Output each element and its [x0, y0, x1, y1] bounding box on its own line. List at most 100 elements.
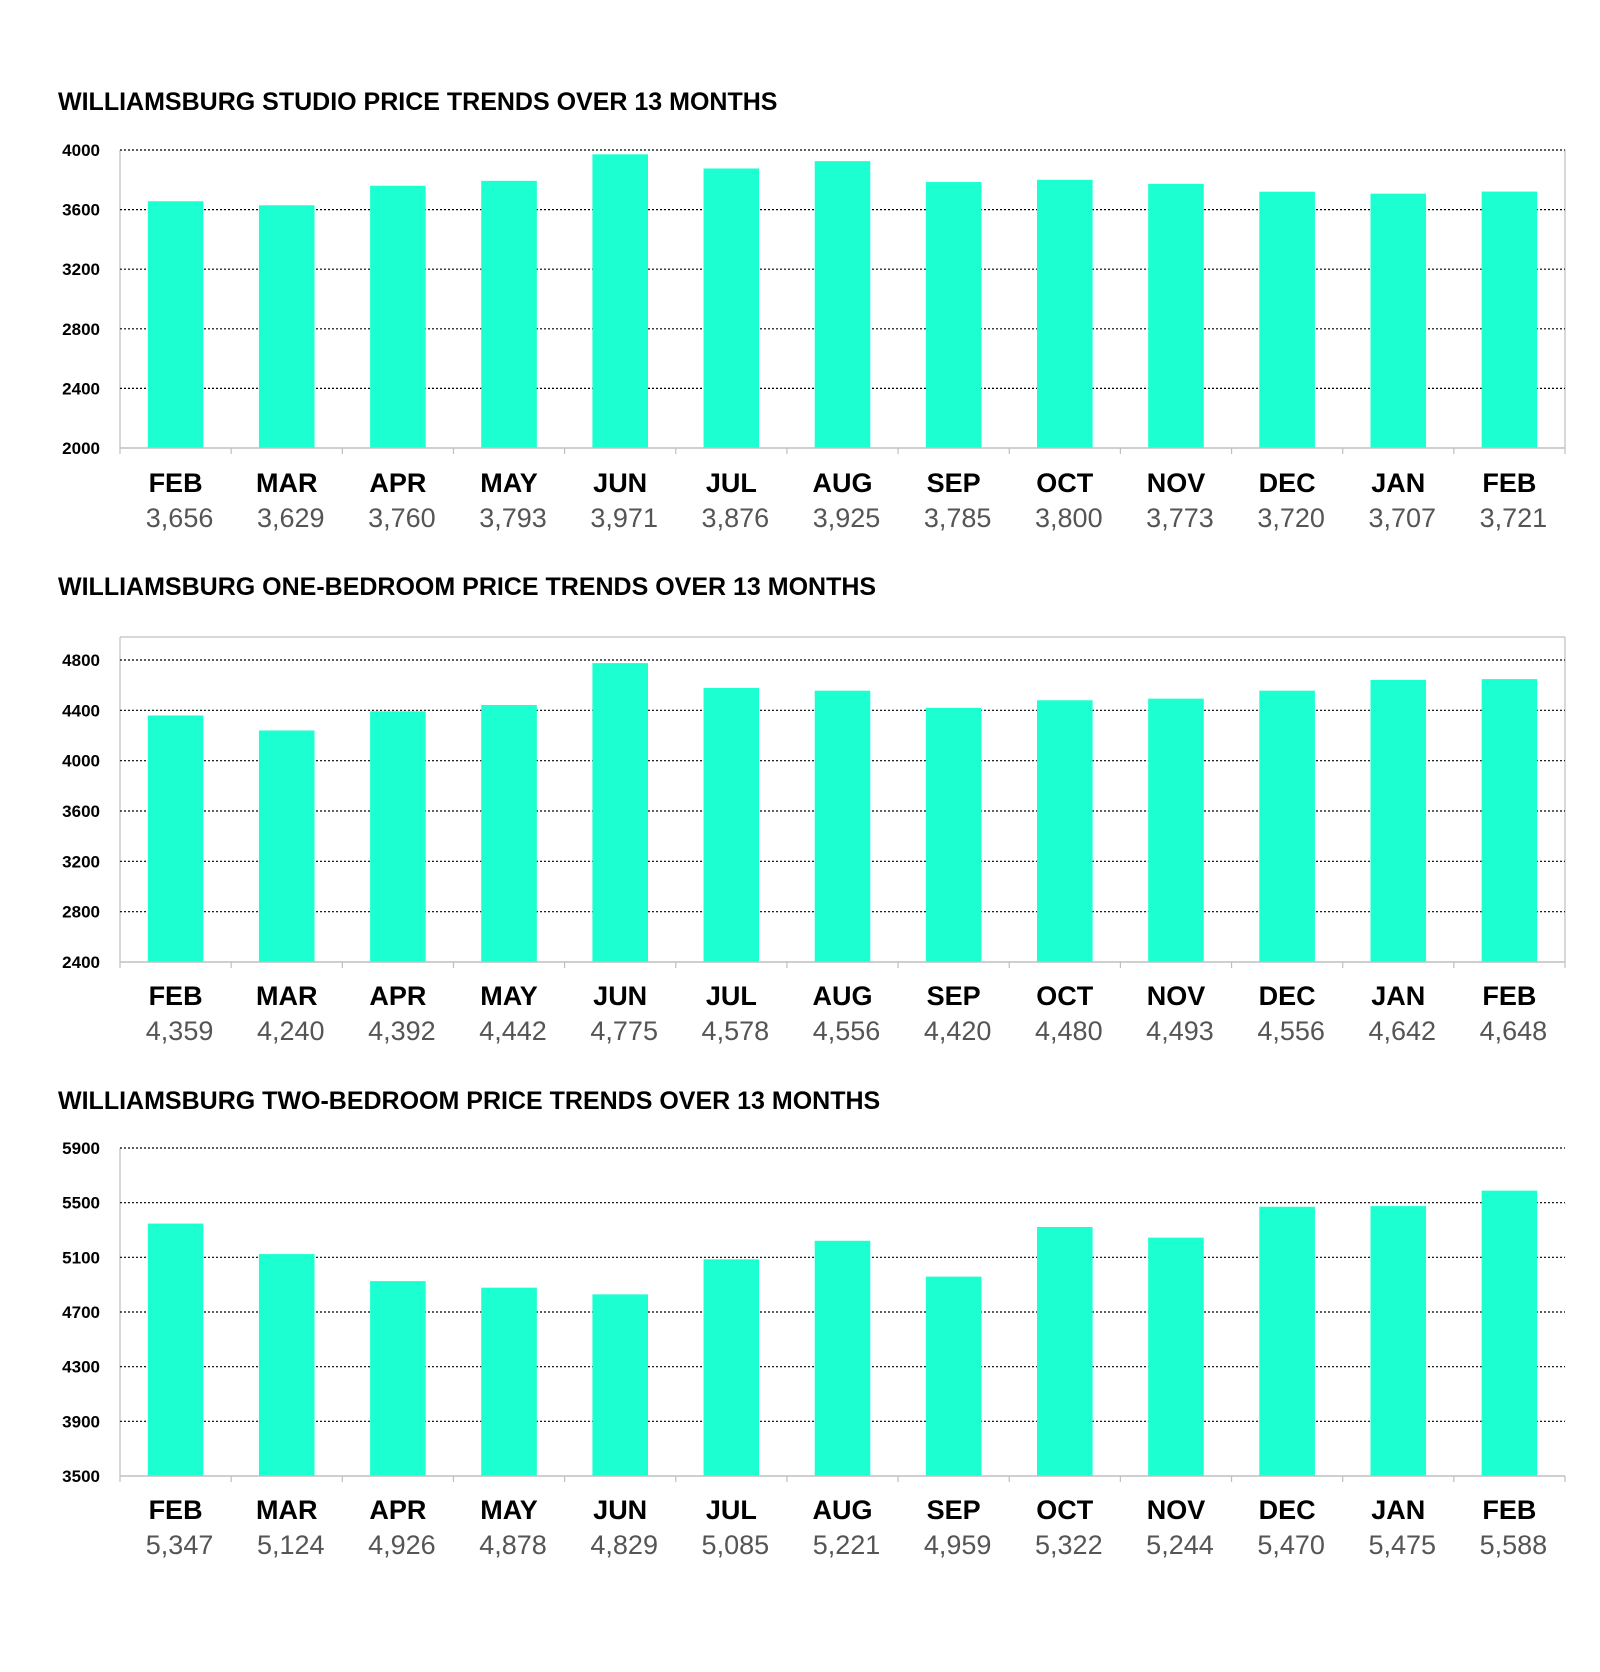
y-tick-label: 3600: [62, 802, 100, 821]
bar: [1370, 193, 1427, 448]
value-label: 5,244: [1146, 1530, 1214, 1560]
category-label: JUL: [706, 468, 757, 498]
bar: [147, 715, 204, 962]
value-label: 4,926: [368, 1530, 436, 1560]
value-label: 3,785: [924, 503, 992, 533]
value-label: 3,720: [1257, 503, 1325, 533]
bar: [925, 1276, 982, 1476]
bar: [370, 185, 426, 448]
category-label: JAN: [1371, 1495, 1425, 1525]
value-label: 4,392: [368, 1016, 436, 1046]
category-label: APR: [369, 468, 426, 498]
bar: [925, 182, 982, 448]
bar: [814, 161, 871, 449]
category-label: AUG: [813, 468, 873, 498]
y-tick-label: 2800: [62, 903, 100, 922]
category-label: FEB: [1482, 1495, 1536, 1525]
bar: [1481, 1190, 1538, 1476]
value-label: 3,925: [813, 503, 881, 533]
bar: [147, 1223, 204, 1476]
chart-title: WILLIAMSBURG TWO-BEDROOM PRICE TRENDS OV…: [58, 1087, 881, 1115]
category-label: OCT: [1036, 1495, 1094, 1525]
bar: [1481, 191, 1538, 449]
y-tick-label: 2400: [62, 953, 100, 972]
bar: [481, 180, 537, 448]
category-label: AUG: [813, 981, 873, 1011]
bar: [1259, 1206, 1315, 1476]
y-tick-label: 5500: [62, 1194, 100, 1213]
category-label: SEP: [927, 1495, 981, 1525]
category-label: FEB: [149, 981, 203, 1011]
bar: [370, 1281, 426, 1476]
category-label: SEP: [927, 981, 981, 1011]
value-label: 4,493: [1146, 1016, 1214, 1046]
value-label: 5,475: [1368, 1530, 1436, 1560]
bar: [1259, 690, 1315, 962]
bar: [1370, 1206, 1427, 1476]
value-label: 3,773: [1146, 503, 1214, 533]
bar: [592, 1294, 648, 1476]
category-label: NOV: [1147, 1495, 1206, 1525]
bar: [1259, 191, 1315, 448]
value-label: 4,556: [813, 1016, 881, 1046]
bar: [592, 154, 648, 449]
value-label: 5,347: [146, 1530, 214, 1560]
value-label: 4,578: [702, 1016, 770, 1046]
bar: [481, 1287, 537, 1476]
bar: [1148, 1237, 1204, 1476]
bar: [703, 168, 760, 448]
value-label: 3,656: [146, 503, 214, 533]
bar: [1037, 700, 1093, 962]
value-label: 3,971: [590, 503, 658, 533]
y-tick-label: 5100: [62, 1248, 100, 1267]
bar: [258, 1254, 315, 1476]
bar: [703, 687, 760, 962]
category-label: JUN: [593, 981, 647, 1011]
category-label: MAR: [256, 1495, 318, 1525]
bar: [481, 705, 537, 962]
y-tick-label: 3200: [62, 852, 100, 871]
category-label: JAN: [1371, 468, 1425, 498]
y-tick-label: 3900: [62, 1412, 100, 1431]
category-label: OCT: [1036, 981, 1094, 1011]
category-label: FEB: [149, 1495, 203, 1525]
category-label: JUL: [706, 1495, 757, 1525]
y-tick-label: 3600: [62, 201, 100, 220]
value-label: 3,800: [1035, 503, 1103, 533]
value-label: 5,322: [1035, 1530, 1103, 1560]
category-label: FEB: [1482, 981, 1536, 1011]
category-label: JAN: [1371, 981, 1425, 1011]
category-label: MAY: [480, 1495, 538, 1525]
bar: [1148, 698, 1204, 962]
bar: [703, 1259, 760, 1476]
y-tick-label: 5900: [62, 1139, 100, 1158]
bar: [258, 730, 315, 962]
category-label: DEC: [1259, 468, 1316, 498]
chart-title: WILLIAMSBURG ONE-BEDROOM PRICE TRENDS OV…: [58, 573, 877, 601]
category-label: APR: [369, 981, 426, 1011]
value-label: 4,420: [924, 1016, 992, 1046]
category-label: NOV: [1147, 981, 1206, 1011]
y-tick-label: 2000: [62, 439, 100, 458]
value-label: 4,878: [479, 1530, 547, 1560]
y-tick-label: 4000: [62, 752, 100, 771]
y-tick-label: 4400: [62, 701, 100, 720]
y-tick-label: 3500: [62, 1467, 100, 1486]
bar: [1037, 1226, 1093, 1476]
bar: [925, 707, 982, 962]
y-tick-label: 4800: [62, 651, 100, 670]
bar: [258, 205, 315, 448]
value-label: 4,480: [1035, 1016, 1103, 1046]
y-tick-label: 2400: [62, 379, 100, 398]
y-tick-label: 4000: [62, 141, 100, 160]
bar: [814, 690, 871, 962]
category-label: DEC: [1259, 981, 1316, 1011]
bar: [1037, 179, 1093, 449]
value-label: 4,442: [479, 1016, 547, 1046]
value-label: 4,240: [257, 1016, 325, 1046]
category-label: AUG: [813, 1495, 873, 1525]
bar: [370, 711, 426, 962]
y-tick-label: 3200: [62, 260, 100, 279]
bar: [1370, 679, 1427, 962]
